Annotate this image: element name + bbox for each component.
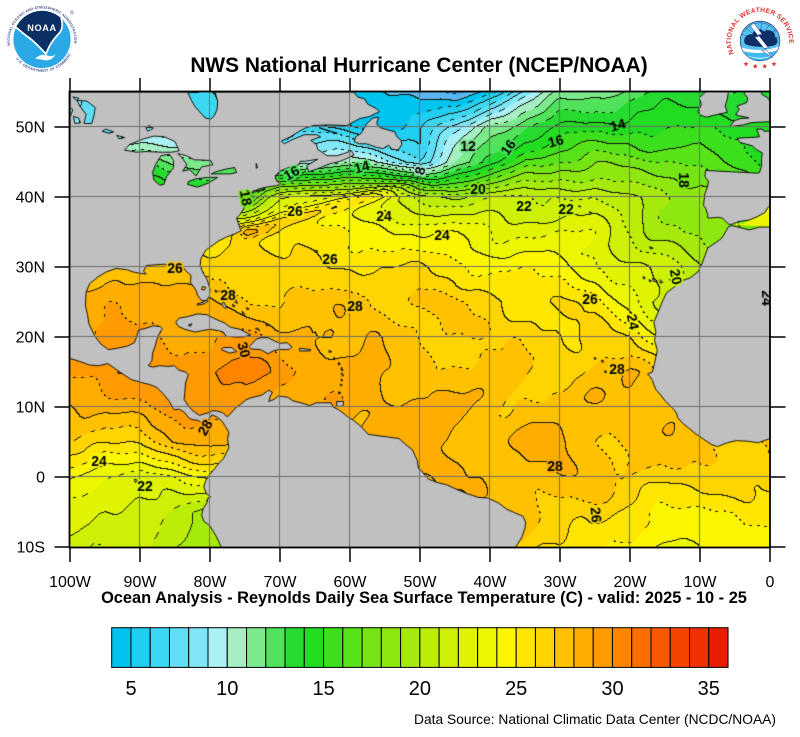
svg-text:10N: 10N — [16, 400, 45, 417]
svg-text:60W: 60W — [334, 574, 368, 591]
svg-text:20N: 20N — [16, 330, 45, 347]
svg-text:10S: 10S — [17, 540, 45, 557]
svg-text:25: 25 — [505, 678, 527, 700]
svg-text:35: 35 — [698, 678, 720, 700]
svg-text:0: 0 — [766, 574, 775, 591]
svg-text:10: 10 — [216, 678, 238, 700]
svg-text:NOAA: NOAA — [27, 23, 56, 33]
svg-text:5: 5 — [125, 678, 136, 700]
svg-text:40W: 40W — [474, 574, 508, 591]
svg-text:15: 15 — [312, 678, 334, 700]
svg-text:0: 0 — [36, 470, 45, 487]
svg-text:NWS National Hurricane Center: NWS National Hurricane Center (NCEP/NOAA… — [190, 54, 647, 77]
svg-text:30W: 30W — [544, 574, 578, 591]
svg-text:90W: 90W — [124, 574, 158, 591]
svg-text:30: 30 — [601, 678, 623, 700]
svg-text:50N: 50N — [16, 120, 45, 137]
svg-text:20: 20 — [409, 678, 431, 700]
svg-text:®: ® — [70, 10, 74, 17]
svg-text:50W: 50W — [404, 574, 438, 591]
svg-text:30N: 30N — [16, 260, 45, 277]
svg-text:10W: 10W — [684, 574, 718, 591]
svg-text:Data Source: National Climatic: Data Source: National Climatic Data Cent… — [414, 712, 776, 727]
svg-text:40N: 40N — [16, 190, 45, 207]
svg-text:80W: 80W — [194, 574, 228, 591]
svg-text:100W: 100W — [49, 574, 92, 591]
svg-text:20W: 20W — [614, 574, 648, 591]
svg-text:Ocean Analysis - Reynolds Dail: Ocean Analysis - Reynolds Daily Sea Surf… — [101, 589, 747, 607]
svg-text:70W: 70W — [264, 574, 298, 591]
